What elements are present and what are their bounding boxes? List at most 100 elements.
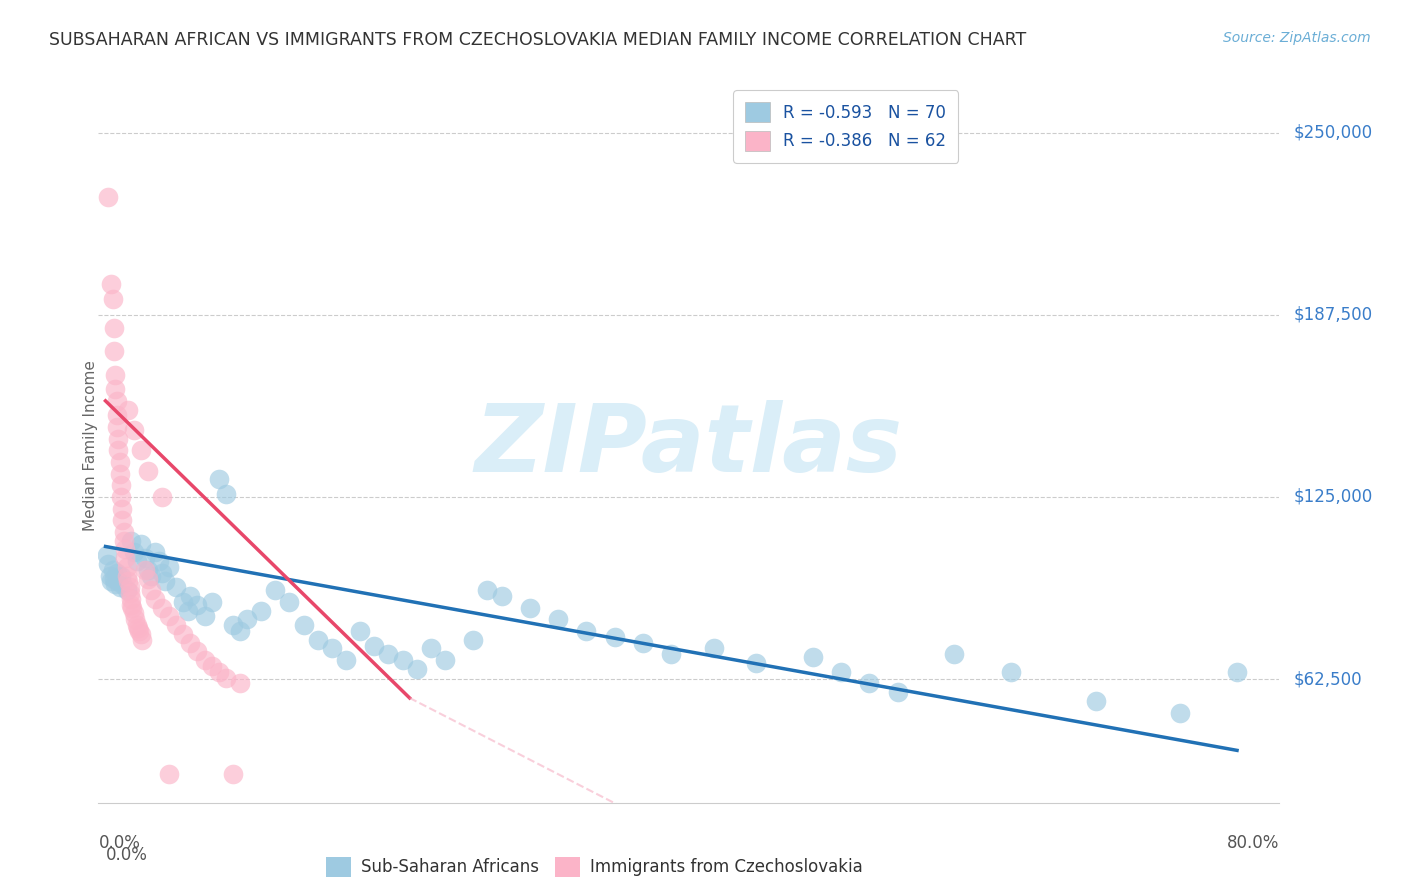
Point	[491, 589, 513, 603]
Point	[153, 574, 176, 589]
Point	[122, 545, 145, 559]
Point	[118, 586, 141, 600]
Point	[118, 580, 141, 594]
Point	[575, 624, 598, 638]
Point	[108, 455, 131, 469]
Point	[433, 653, 456, 667]
Point	[103, 321, 125, 335]
Point	[105, 420, 128, 434]
Point	[107, 443, 129, 458]
Point	[176, 603, 198, 617]
Point	[659, 647, 682, 661]
Point	[349, 624, 371, 638]
Point	[172, 627, 194, 641]
Point	[97, 557, 120, 571]
Point	[127, 621, 149, 635]
Point	[108, 467, 131, 481]
Text: $187,500: $187,500	[1294, 306, 1372, 324]
Point	[120, 533, 142, 548]
Point	[307, 632, 329, 647]
Point	[179, 589, 201, 603]
Point	[391, 653, 413, 667]
Point	[278, 595, 301, 609]
Point	[222, 618, 245, 632]
Text: $250,000: $250,000	[1294, 124, 1372, 142]
Point	[104, 577, 127, 591]
Point	[547, 612, 569, 626]
Point	[110, 490, 132, 504]
Point	[363, 639, 385, 653]
Legend: Sub-Saharan Africans, Immigrants from Czechoslovakia: Sub-Saharan Africans, Immigrants from Cz…	[319, 850, 870, 884]
Point	[101, 563, 124, 577]
Point	[122, 423, 145, 437]
Point	[463, 632, 485, 647]
Point	[128, 624, 150, 638]
Point	[222, 766, 245, 780]
Text: 0.0%: 0.0%	[105, 846, 148, 863]
Point	[519, 600, 541, 615]
Point	[150, 490, 173, 504]
Point	[97, 190, 120, 204]
Point	[208, 473, 231, 487]
Point	[186, 644, 208, 658]
Point	[105, 566, 128, 580]
Point	[112, 533, 135, 548]
Point	[98, 568, 121, 582]
Text: Source: ZipAtlas.com: Source: ZipAtlas.com	[1223, 31, 1371, 45]
Point	[112, 524, 135, 539]
Point	[131, 632, 153, 647]
Point	[419, 641, 441, 656]
Point	[114, 551, 136, 566]
Point	[136, 563, 159, 577]
Text: $62,500: $62,500	[1294, 670, 1362, 688]
Point	[105, 409, 128, 423]
Point	[830, 665, 852, 679]
Point	[100, 277, 122, 292]
Point	[172, 595, 194, 609]
Text: 0.0%: 0.0%	[98, 834, 141, 852]
Point	[108, 580, 131, 594]
Point	[200, 659, 222, 673]
Point	[136, 464, 159, 478]
Point	[150, 566, 173, 580]
Point	[229, 624, 252, 638]
Point	[115, 583, 138, 598]
Text: SUBSAHARAN AFRICAN VS IMMIGRANTS FROM CZECHOSLOVAKIA MEDIAN FAMILY INCOME CORREL: SUBSAHARAN AFRICAN VS IMMIGRANTS FROM CZ…	[49, 31, 1026, 49]
Point	[111, 501, 134, 516]
Point	[104, 382, 127, 396]
Point	[103, 344, 125, 359]
Point	[134, 563, 156, 577]
Point	[157, 609, 180, 624]
Point	[157, 560, 180, 574]
Point	[215, 671, 238, 685]
Point	[229, 676, 252, 690]
Point	[101, 292, 124, 306]
Text: 80.0%: 80.0%	[1227, 834, 1279, 852]
Text: $125,000: $125,000	[1294, 488, 1372, 506]
Point	[179, 635, 201, 649]
Point	[110, 568, 132, 582]
Point	[186, 598, 208, 612]
Point	[122, 607, 145, 621]
Point	[157, 766, 180, 780]
Point	[264, 583, 287, 598]
Point	[631, 635, 654, 649]
Point	[117, 574, 139, 589]
Point	[96, 548, 118, 562]
Point	[745, 656, 768, 670]
Point	[165, 618, 187, 632]
Point	[136, 572, 159, 586]
Point	[114, 542, 136, 557]
Point	[405, 662, 427, 676]
Point	[143, 591, 166, 606]
Point	[139, 583, 162, 598]
Point	[129, 627, 152, 641]
Point	[143, 545, 166, 559]
Point	[125, 618, 148, 632]
Point	[150, 600, 173, 615]
Point	[115, 560, 138, 574]
Point	[477, 583, 499, 598]
Point	[134, 551, 156, 566]
Point	[858, 676, 880, 690]
Point	[107, 574, 129, 589]
